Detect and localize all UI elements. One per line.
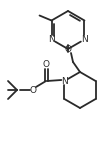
Text: N: N — [48, 35, 55, 44]
Text: O: O — [64, 44, 71, 54]
Text: O: O — [43, 59, 50, 68]
Text: O: O — [30, 85, 37, 94]
Text: N: N — [61, 77, 68, 85]
Text: N: N — [81, 35, 88, 44]
